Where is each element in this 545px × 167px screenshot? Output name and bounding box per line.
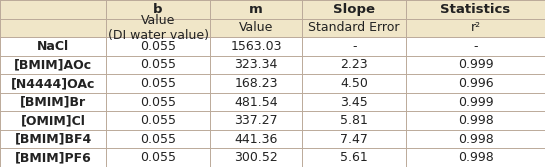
Bar (0, 74, 545, 93)
Text: Value
(DI water value): Value (DI water value) (107, 14, 209, 42)
Text: Value: Value (239, 21, 274, 34)
Text: NaCl: NaCl (37, 40, 69, 53)
Text: 0.999: 0.999 (458, 58, 493, 71)
Text: Slope: Slope (333, 3, 376, 16)
Text: 481.54: 481.54 (234, 96, 278, 109)
Text: [OMIM]Cl: [OMIM]Cl (21, 114, 86, 127)
Text: -: - (352, 40, 356, 53)
Text: 2.23: 2.23 (341, 58, 368, 71)
Bar (0, 148, 545, 167)
Text: 0.996: 0.996 (458, 77, 493, 90)
Text: 323.34: 323.34 (234, 58, 278, 71)
Text: 5.81: 5.81 (340, 114, 368, 127)
Bar (0, 93, 545, 111)
Text: 4.50: 4.50 (340, 77, 368, 90)
Text: 0.055: 0.055 (140, 151, 176, 164)
Text: 0.998: 0.998 (458, 114, 493, 127)
Text: 5.61: 5.61 (341, 151, 368, 164)
Text: [BMIM]Br: [BMIM]Br (20, 96, 86, 109)
Bar (0, 130, 545, 148)
Bar (0, 56, 545, 74)
Text: r²: r² (470, 21, 481, 34)
Text: Standard Error: Standard Error (308, 21, 400, 34)
Bar (0, 37, 545, 56)
Text: 337.27: 337.27 (234, 114, 278, 127)
Text: [BMIM]AOc: [BMIM]AOc (14, 58, 92, 71)
Text: 0.055: 0.055 (140, 77, 176, 90)
Text: 0.998: 0.998 (458, 151, 493, 164)
Text: m: m (249, 3, 263, 16)
Bar (0, 19, 545, 37)
Text: [BMIM]BF4: [BMIM]BF4 (15, 133, 92, 146)
Text: Statistics: Statistics (440, 3, 511, 16)
Text: 441.36: 441.36 (234, 133, 278, 146)
Text: -: - (473, 40, 478, 53)
Text: 1563.03: 1563.03 (231, 40, 282, 53)
Text: 0.055: 0.055 (140, 114, 176, 127)
Text: 0.998: 0.998 (458, 133, 493, 146)
Text: b: b (153, 3, 163, 16)
Bar (0, 111, 545, 130)
Text: 300.52: 300.52 (234, 151, 278, 164)
Text: 0.999: 0.999 (458, 96, 493, 109)
Text: 0.055: 0.055 (140, 58, 176, 71)
Bar (0, 0, 545, 19)
Text: [BMIM]PF6: [BMIM]PF6 (15, 151, 92, 164)
Text: 168.23: 168.23 (234, 77, 278, 90)
Text: 0.055: 0.055 (140, 133, 176, 146)
Text: 0.055: 0.055 (140, 40, 176, 53)
Text: 3.45: 3.45 (341, 96, 368, 109)
Text: 7.47: 7.47 (340, 133, 368, 146)
Text: [N4444]OAc: [N4444]OAc (11, 77, 95, 90)
Text: 0.055: 0.055 (140, 96, 176, 109)
